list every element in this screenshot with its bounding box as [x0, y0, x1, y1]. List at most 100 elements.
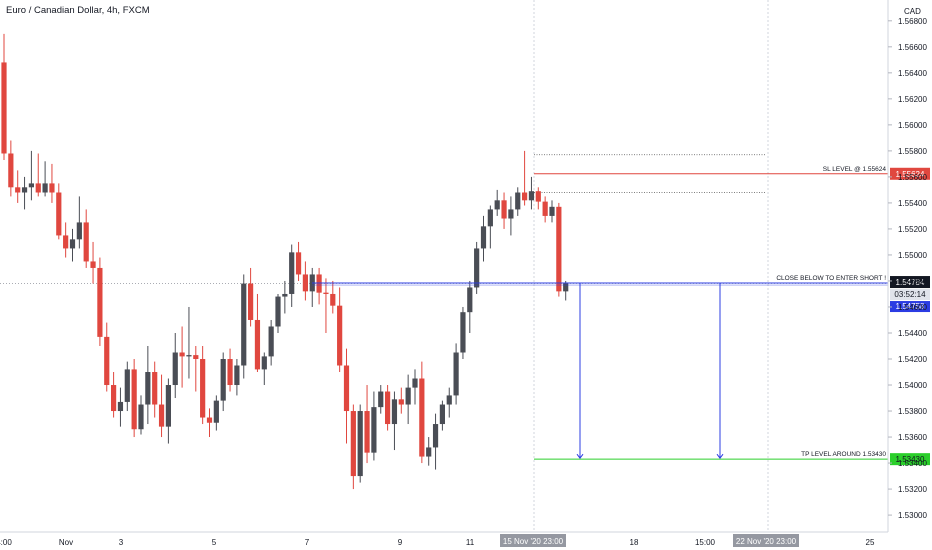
candle [563, 280, 569, 301]
candle-body [528, 191, 535, 201]
candle-body [268, 326, 274, 357]
candle [439, 400, 445, 431]
candle [515, 187, 521, 216]
candle [412, 369, 418, 405]
price-tick-label: 1.53400 [898, 459, 927, 468]
candle [220, 352, 226, 412]
candle-body [426, 447, 432, 457]
candle [528, 176, 535, 210]
candle-body [42, 183, 48, 193]
candle-body [487, 209, 493, 227]
candle-body [248, 283, 254, 320]
candle-body [535, 191, 541, 202]
sl-price-tag [890, 167, 930, 180]
candle-body [282, 293, 288, 297]
candle-body [460, 312, 466, 353]
candle-body [152, 372, 158, 405]
price-tick-label: 1.53000 [898, 511, 927, 520]
time-tick-label: Nov [59, 538, 73, 547]
time-tick-label: 4:00 [0, 538, 12, 547]
candle [49, 163, 55, 203]
date-marker-tag [500, 534, 566, 547]
date-marker-text: 22 Nov '20 23:00 [736, 537, 797, 546]
candle-body [28, 183, 34, 188]
annotations: SL LEVEL @ 1.55624 1.55624 CLOSE BELOW TO … [312, 166, 930, 466]
candle [487, 205, 493, 249]
price-tick-label: 1.55000 [898, 251, 927, 260]
candle-body [480, 226, 487, 249]
candle-body [501, 200, 507, 219]
candle-body [69, 239, 76, 249]
time-tick-label: 15:00 [695, 538, 716, 547]
candle [138, 395, 144, 435]
candle [63, 222, 69, 258]
candle [446, 387, 452, 418]
candle-body [364, 411, 370, 453]
candle-body [337, 305, 343, 366]
candle [152, 361, 158, 418]
candle [549, 200, 555, 223]
candle [556, 202, 562, 297]
tp-price-tag [890, 453, 930, 466]
candle [453, 343, 459, 405]
candle [111, 372, 117, 418]
candle-body [508, 209, 514, 219]
price-tick-label: 1.56000 [898, 121, 927, 130]
candle-body [439, 404, 445, 425]
price-tick-label: 1.54200 [898, 355, 927, 364]
candle [261, 352, 267, 386]
candle [200, 345, 206, 425]
candle [206, 408, 213, 438]
candle-body [63, 235, 69, 249]
candle-body [131, 369, 137, 430]
candle-body [446, 395, 452, 405]
candle-body [90, 261, 96, 268]
current-price-tag [890, 301, 930, 313]
candle-body [213, 400, 219, 423]
candle-body [378, 391, 384, 408]
candle [302, 261, 308, 301]
candle [542, 196, 548, 223]
candle [385, 385, 391, 431]
candle-body [56, 192, 62, 236]
price-axis[interactable]: 1.56800 1.56600 1.56400 1.56200 1.56000 1.558… [888, 17, 927, 520]
candle-body [261, 356, 267, 370]
candle [282, 280, 288, 314]
candle-body [323, 292, 329, 294]
candle-body [316, 274, 322, 293]
candle [172, 332, 178, 399]
candle [21, 176, 28, 210]
target-arrow-head [716, 453, 724, 459]
candle-body [453, 352, 459, 396]
time-tick-label: 11 [466, 538, 475, 547]
candle-body [111, 385, 117, 412]
candle-body [138, 404, 144, 430]
candle-body [432, 424, 439, 448]
candle [104, 322, 110, 392]
candle [309, 267, 315, 307]
candle-body [179, 352, 185, 357]
candle [227, 348, 233, 392]
date-marker-text: 15 Nov '20 23:00 [503, 537, 564, 546]
candle-body [391, 399, 398, 425]
candle-body [220, 359, 226, 401]
price-tick-label: 1.55600 [898, 173, 927, 182]
grid [533, 0, 769, 532]
candle-body [227, 359, 233, 386]
candle-body [49, 183, 55, 193]
price-tick-label: 1.56200 [898, 95, 927, 104]
candle [508, 196, 514, 236]
candle [474, 241, 480, 294]
countdown-text: 03:52:14 [894, 290, 926, 299]
candle-body [206, 417, 213, 423]
candle [480, 215, 487, 262]
candle-body [172, 352, 178, 386]
sl-label: SL LEVEL @ 1.55624 [823, 166, 887, 173]
candle [15, 170, 21, 203]
countdown-tag [890, 289, 930, 301]
price-tick-label: 1.54400 [898, 329, 927, 338]
candle [158, 374, 165, 438]
time-tick-label: 9 [398, 538, 403, 547]
